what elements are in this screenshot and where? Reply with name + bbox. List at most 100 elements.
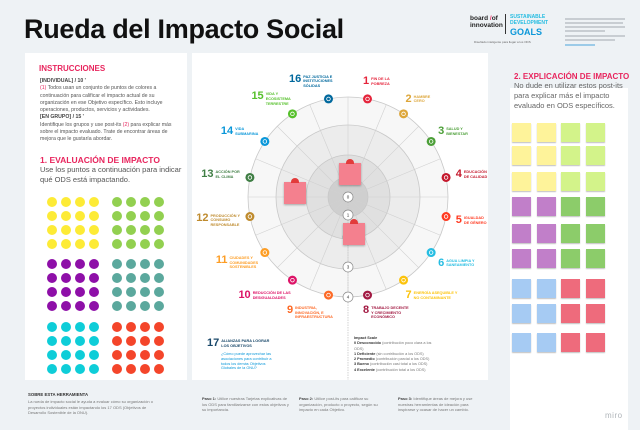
dot-sticker[interactable] bbox=[154, 322, 164, 332]
dot-sticker[interactable] bbox=[154, 211, 164, 221]
dot-sticker[interactable] bbox=[47, 225, 57, 235]
dot-sticker[interactable] bbox=[47, 239, 57, 249]
sticky-note[interactable] bbox=[339, 163, 361, 185]
dot-sticker[interactable] bbox=[112, 322, 122, 332]
post-it-note[interactable] bbox=[512, 224, 531, 243]
dot-sticker[interactable] bbox=[61, 259, 71, 269]
dot-sticker[interactable] bbox=[126, 273, 136, 283]
dot-sticker[interactable] bbox=[89, 211, 99, 221]
dot-sticker[interactable] bbox=[61, 239, 71, 249]
dot-sticker[interactable] bbox=[126, 239, 136, 249]
sticky-note[interactable] bbox=[284, 182, 306, 204]
post-it-note[interactable] bbox=[561, 172, 580, 191]
post-it-note[interactable] bbox=[586, 333, 605, 352]
dot-sticker[interactable] bbox=[112, 273, 122, 283]
dot-sticker[interactable] bbox=[112, 364, 122, 374]
dot-sticker[interactable] bbox=[75, 273, 85, 283]
dot-sticker[interactable] bbox=[140, 225, 150, 235]
dot-sticker[interactable] bbox=[61, 273, 71, 283]
dot-sticker[interactable] bbox=[140, 350, 150, 360]
post-it-note[interactable] bbox=[537, 279, 556, 298]
post-it-note[interactable] bbox=[512, 249, 531, 268]
dot-sticker[interactable] bbox=[126, 336, 136, 346]
post-it-note[interactable] bbox=[537, 123, 556, 142]
dot-sticker[interactable] bbox=[154, 225, 164, 235]
post-it-note[interactable] bbox=[512, 172, 531, 191]
dot-sticker[interactable] bbox=[112, 197, 122, 207]
dot-sticker[interactable] bbox=[47, 197, 57, 207]
dot-sticker[interactable] bbox=[75, 322, 85, 332]
post-it-note[interactable] bbox=[537, 172, 556, 191]
dot-sticker[interactable] bbox=[126, 225, 136, 235]
post-it-note[interactable] bbox=[512, 304, 531, 323]
dot-sticker[interactable] bbox=[75, 211, 85, 221]
dot-sticker[interactable] bbox=[89, 364, 99, 374]
post-it-note[interactable] bbox=[537, 197, 556, 216]
dot-sticker[interactable] bbox=[61, 197, 71, 207]
dot-sticker[interactable] bbox=[126, 322, 136, 332]
dot-sticker[interactable] bbox=[75, 301, 85, 311]
dot-sticker[interactable] bbox=[47, 364, 57, 374]
dot-sticker[interactable] bbox=[140, 364, 150, 374]
dot-sticker[interactable] bbox=[89, 350, 99, 360]
dot-sticker[interactable] bbox=[75, 197, 85, 207]
post-it-note[interactable] bbox=[561, 249, 580, 268]
dot-sticker[interactable] bbox=[126, 364, 136, 374]
post-it-note[interactable] bbox=[586, 123, 605, 142]
dot-sticker[interactable] bbox=[140, 259, 150, 269]
dot-sticker[interactable] bbox=[75, 364, 85, 374]
dot-sticker[interactable] bbox=[140, 301, 150, 311]
dot-sticker[interactable] bbox=[140, 287, 150, 297]
post-it-note[interactable] bbox=[537, 146, 556, 165]
dot-sticker[interactable] bbox=[140, 239, 150, 249]
dot-sticker[interactable] bbox=[126, 287, 136, 297]
post-it-note[interactable] bbox=[561, 146, 580, 165]
post-it-note[interactable] bbox=[561, 279, 580, 298]
dot-sticker[interactable] bbox=[154, 197, 164, 207]
dot-sticker[interactable] bbox=[75, 350, 85, 360]
dot-sticker[interactable] bbox=[47, 287, 57, 297]
dot-sticker[interactable] bbox=[89, 301, 99, 311]
dot-sticker[interactable] bbox=[154, 287, 164, 297]
post-it-note[interactable] bbox=[512, 146, 531, 165]
dot-sticker[interactable] bbox=[89, 273, 99, 283]
dot-sticker[interactable] bbox=[126, 350, 136, 360]
post-it-note[interactable] bbox=[561, 333, 580, 352]
dot-sticker[interactable] bbox=[61, 211, 71, 221]
post-it-note[interactable] bbox=[586, 197, 605, 216]
dot-sticker[interactable] bbox=[140, 336, 150, 346]
dot-sticker[interactable] bbox=[154, 301, 164, 311]
dot-sticker[interactable] bbox=[112, 336, 122, 346]
dot-sticker[interactable] bbox=[47, 301, 57, 311]
dot-sticker[interactable] bbox=[154, 350, 164, 360]
dot-sticker[interactable] bbox=[89, 239, 99, 249]
post-it-note[interactable] bbox=[586, 304, 605, 323]
post-it-note[interactable] bbox=[561, 224, 580, 243]
post-it-note[interactable] bbox=[537, 333, 556, 352]
dot-sticker[interactable] bbox=[154, 239, 164, 249]
dot-sticker[interactable] bbox=[89, 225, 99, 235]
post-it-note[interactable] bbox=[586, 279, 605, 298]
dot-sticker[interactable] bbox=[112, 225, 122, 235]
dot-sticker[interactable] bbox=[140, 211, 150, 221]
dot-sticker[interactable] bbox=[61, 322, 71, 332]
post-it-note[interactable] bbox=[586, 224, 605, 243]
dot-sticker[interactable] bbox=[47, 259, 57, 269]
dot-sticker[interactable] bbox=[112, 259, 122, 269]
dot-sticker[interactable] bbox=[61, 364, 71, 374]
post-it-note[interactable] bbox=[512, 123, 531, 142]
post-it-note[interactable] bbox=[512, 333, 531, 352]
dot-sticker[interactable] bbox=[126, 259, 136, 269]
post-it-note[interactable] bbox=[561, 197, 580, 216]
dot-sticker[interactable] bbox=[75, 336, 85, 346]
dot-sticker[interactable] bbox=[112, 239, 122, 249]
post-it-note[interactable] bbox=[586, 146, 605, 165]
dot-sticker[interactable] bbox=[61, 225, 71, 235]
dot-sticker[interactable] bbox=[154, 259, 164, 269]
dot-sticker[interactable] bbox=[47, 336, 57, 346]
dot-sticker[interactable] bbox=[126, 211, 136, 221]
dot-sticker[interactable] bbox=[47, 273, 57, 283]
dot-sticker[interactable] bbox=[154, 364, 164, 374]
dot-sticker[interactable] bbox=[140, 197, 150, 207]
dot-sticker[interactable] bbox=[61, 350, 71, 360]
